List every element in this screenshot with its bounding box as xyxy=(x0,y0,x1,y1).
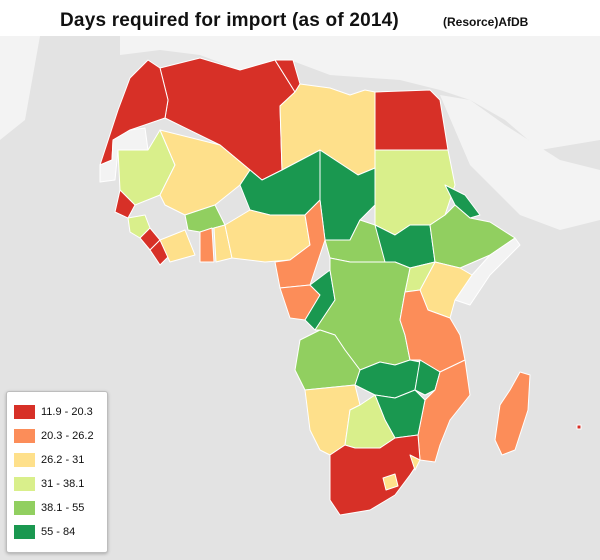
legend-label: 31 - 38.1 xyxy=(41,478,85,490)
legend-label: 55 - 84 xyxy=(41,526,76,538)
legend-label: 26.2 - 31 xyxy=(41,454,85,466)
country-eritrea[interactable] xyxy=(444,184,481,219)
map-title: Days required for import (as of 2014) xyxy=(60,10,399,31)
legend-item: 55 - 84 xyxy=(14,523,75,541)
map-canvas[interactable] xyxy=(0,36,600,560)
country-lesotho[interactable] xyxy=(382,473,399,491)
legend-swatch xyxy=(14,525,35,539)
legend-item: 31 - 38.1 xyxy=(14,475,84,493)
legend-label: 20.3 - 26.2 xyxy=(41,430,94,442)
country-mozambique[interactable] xyxy=(417,359,471,463)
legend-item: 20.3 - 26.2 xyxy=(14,427,94,445)
country-swaziland[interactable] xyxy=(409,454,421,471)
iberia-edge xyxy=(0,36,40,140)
source-note: (Resorce)AfDB xyxy=(443,15,529,29)
legend-swatch xyxy=(14,453,35,467)
country-mauritius[interactable] xyxy=(576,424,582,430)
country-madagascar[interactable] xyxy=(494,371,531,456)
legend-swatch xyxy=(14,501,35,515)
legend-swatch xyxy=(14,477,35,491)
legend-item: 11.9 - 20.3 xyxy=(14,403,93,421)
legend-item: 38.1 - 55 xyxy=(14,499,84,517)
country-egypt[interactable] xyxy=(374,89,449,151)
legend-item: 26.2 - 31 xyxy=(14,451,84,469)
legend-swatch xyxy=(14,405,35,419)
arabia-land xyxy=(440,95,600,230)
country-ghana[interactable] xyxy=(199,227,215,263)
western-sahara xyxy=(99,127,149,183)
legend-label: 11.9 - 20.3 xyxy=(41,406,93,418)
country-malawi[interactable] xyxy=(414,359,441,396)
map-legend: 11.9 - 20.3 20.3 - 26.2 26.2 - 31 31 - 3… xyxy=(6,391,108,553)
country-cote-divoire[interactable] xyxy=(159,229,196,263)
europe-asia-land xyxy=(120,36,600,150)
legend-swatch xyxy=(14,429,35,443)
legend-label: 38.1 - 55 xyxy=(41,502,85,514)
